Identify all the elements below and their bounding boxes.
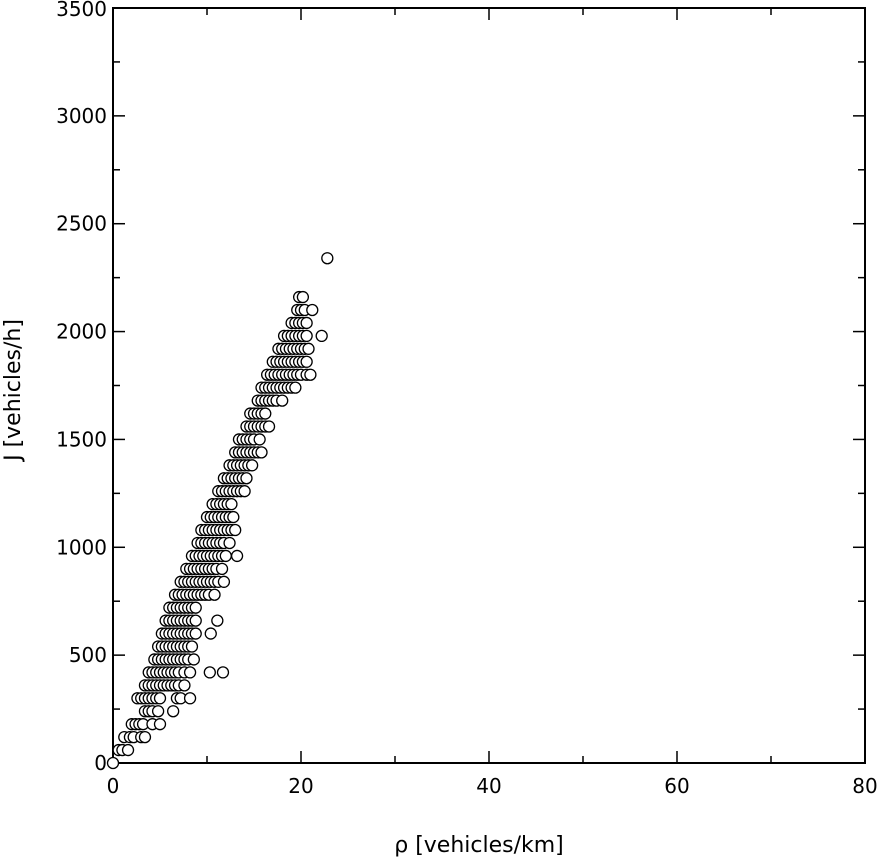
data-point <box>240 472 253 485</box>
y-tick-label: 1500 <box>56 427 107 451</box>
data-point <box>225 497 238 511</box>
data-point <box>262 420 276 433</box>
data-point <box>217 575 231 588</box>
data-point <box>253 433 266 446</box>
y-tick-label: 1000 <box>56 535 107 559</box>
data-point <box>300 316 313 330</box>
data-point <box>189 601 202 614</box>
data-points <box>106 252 334 770</box>
data-point <box>302 342 315 355</box>
data-point <box>138 730 152 744</box>
y-axis: 0 500 1000 1500 2000 2500 3000 3500 <box>56 0 865 775</box>
data-point <box>208 588 221 601</box>
y-tick-label: 0 <box>94 751 107 775</box>
x-tick-label: 60 <box>664 774 689 798</box>
data-point <box>185 640 199 653</box>
data-point <box>321 252 334 265</box>
data-point <box>183 692 197 705</box>
data-point <box>189 627 202 640</box>
data-point <box>223 536 236 550</box>
data-point <box>151 705 165 718</box>
data-point <box>106 756 120 770</box>
data-point <box>203 666 216 679</box>
plot-frame <box>112 7 866 764</box>
data-point <box>296 290 310 304</box>
data-point <box>229 523 242 537</box>
data-point <box>187 653 200 666</box>
data-point <box>189 614 202 627</box>
y-tick-label: 3000 <box>56 104 107 128</box>
data-point <box>230 549 244 563</box>
y-tick-label: 3500 <box>56 0 107 21</box>
y-tick-label: 2500 <box>56 212 107 236</box>
data-point <box>211 614 224 627</box>
x-axis: 0 20 40 60 80 <box>107 8 878 798</box>
y-tick-label: 2000 <box>56 320 107 344</box>
data-point <box>300 329 313 343</box>
data-point <box>245 459 259 472</box>
data-point <box>259 407 272 420</box>
x-tick-label: 40 <box>476 774 501 798</box>
data-point <box>167 705 180 718</box>
data-point <box>300 355 313 368</box>
data-point <box>289 381 302 394</box>
data-point <box>153 718 167 731</box>
y-tick-label: 500 <box>69 643 107 667</box>
data-point <box>315 329 328 343</box>
data-point <box>121 743 135 757</box>
y-axis-label: J [vehicles/h] <box>1 319 26 463</box>
data-point <box>304 368 317 381</box>
data-point <box>219 549 232 563</box>
data-point <box>204 627 217 640</box>
data-point <box>306 303 319 317</box>
data-point <box>183 666 197 679</box>
x-tick-label: 20 <box>288 774 313 798</box>
data-point <box>215 562 229 576</box>
x-axis-label: ρ [vehicles/km] <box>394 833 564 858</box>
data-point <box>178 679 191 692</box>
plot-border <box>112 7 866 764</box>
data-point <box>238 485 251 498</box>
data-point <box>153 692 167 705</box>
data-point <box>276 394 289 407</box>
x-tick-label: 80 <box>852 774 877 798</box>
data-point <box>255 446 268 459</box>
x-tick-label: 0 <box>107 774 120 798</box>
data-point <box>216 666 230 679</box>
data-point <box>227 510 240 524</box>
